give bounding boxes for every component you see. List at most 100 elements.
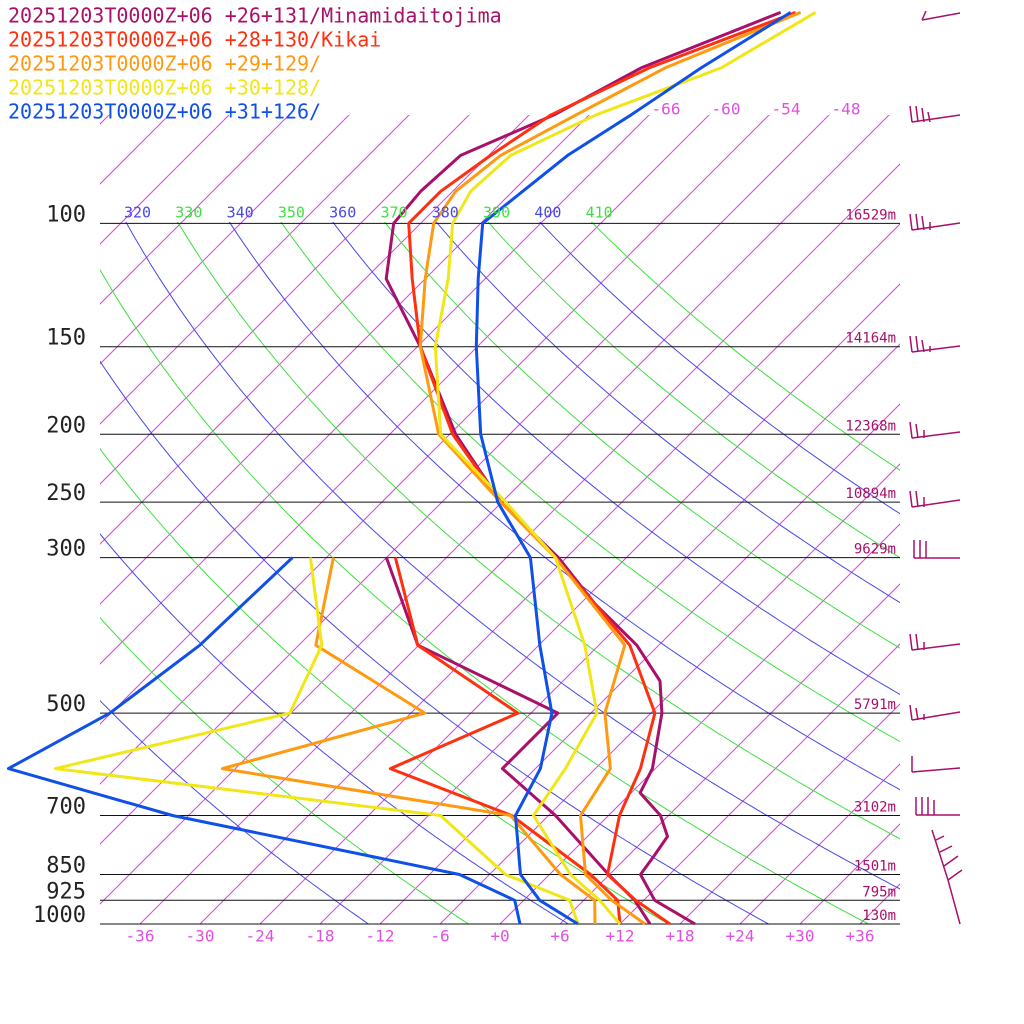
- wind-barbs: [909, 10, 963, 925]
- isotherm: [100, 115, 410, 425]
- isotherm: [859, 883, 900, 924]
- profiles: [6, 10, 817, 926]
- temperature-line: [418, 11, 802, 926]
- isotherm: [0, 0, 104, 924]
- x-tick-label: -24: [246, 927, 275, 946]
- isotherm: [139, 163, 900, 924]
- isotherm-label: -48: [832, 100, 861, 119]
- adiabat-label: 340: [227, 204, 254, 222]
- dry-adiabat: [280, 222, 900, 743]
- pressure-label: 300: [46, 537, 86, 562]
- height-label: 130m: [862, 908, 896, 924]
- dry-adiabat: [100, 699, 369, 924]
- isotherm: [100, 115, 770, 785]
- height-label: 5791m: [854, 697, 896, 713]
- dry-adiabat: [539, 222, 900, 515]
- dry-adiabat: [125, 222, 900, 890]
- height-label: 10894m: [845, 486, 896, 502]
- isotherm-label: -66: [652, 100, 681, 119]
- x-tick-label: -6: [430, 927, 449, 946]
- legend-entry: 20251203T0000Z+06 +29+129/: [8, 52, 321, 76]
- labels: 320 330 340 350 360 370 380 390 400 410 100 16529m 1…: [8, 4, 896, 946]
- legend-entry: 20251203T0000Z+06 +31+126/: [8, 100, 321, 124]
- dry-adiabat: [177, 222, 900, 840]
- height-label: 12368m: [845, 418, 896, 434]
- pressure-label: 700: [46, 794, 86, 819]
- dewpoint-line: [220, 557, 597, 925]
- x-tick-label: -36: [126, 927, 155, 946]
- x-tick-label: +24: [726, 927, 755, 946]
- temperature-line: [474, 11, 792, 926]
- dry-adiabat: [100, 616, 469, 924]
- isotherm-label: -54: [772, 100, 801, 119]
- x-tick-label: -30: [186, 927, 215, 946]
- dry-adiabat: [100, 448, 669, 924]
- isotherm: [679, 703, 900, 924]
- isotherm: [0, 0, 44, 924]
- dry-adiabat: [435, 222, 900, 604]
- x-tick-label: +12: [606, 927, 635, 946]
- isotherm: [439, 463, 900, 924]
- dewpoint-line: [6, 556, 522, 925]
- isotherm: [100, 115, 650, 665]
- isotherm: [100, 115, 290, 305]
- dewpoint-line: [388, 557, 622, 925]
- pressure-label: 150: [46, 326, 86, 351]
- grid: [0, 0, 900, 925]
- dry-adiabat: [100, 360, 769, 924]
- adiabat-label: 390: [483, 204, 510, 222]
- pressure-label: 100: [46, 202, 86, 227]
- pressure-label: 850: [46, 854, 86, 879]
- temperature-line: [407, 10, 797, 926]
- dry-adiabat: [383, 222, 900, 649]
- x-tick-label: +30: [786, 927, 815, 946]
- isotherm: [559, 583, 900, 924]
- isotherm: [100, 115, 830, 845]
- isotherm: [100, 115, 170, 185]
- height-label: 795m: [862, 884, 896, 900]
- isotherm: [100, 115, 230, 245]
- isotherm: [100, 115, 710, 725]
- pressure-label: 200: [46, 413, 86, 438]
- isotherm: [0, 0, 164, 924]
- dry-adiabat: [332, 222, 900, 696]
- pressure-label: 250: [46, 481, 86, 506]
- legend-entry: 20251203T0000Z+06 +28+130/Kikai: [8, 28, 381, 52]
- height-label: 9629m: [854, 542, 896, 558]
- x-tick-label: -12: [366, 927, 395, 946]
- isotherm: [739, 763, 900, 924]
- isotherms: [0, 0, 900, 924]
- pressure-label: 1000: [33, 903, 86, 928]
- x-tick-label: -18: [306, 927, 335, 946]
- legend-entry: 20251203T0000Z+06 +26+131/Minamidaitojim…: [8, 4, 502, 28]
- isotherm: [100, 115, 350, 365]
- adiabat-label: 320: [124, 204, 151, 222]
- dry-adiabat: [100, 533, 569, 924]
- height-label: 3102m: [854, 799, 896, 815]
- x-tick-label: +6: [550, 927, 569, 946]
- adiabat-label: 360: [329, 204, 356, 222]
- isotherm: [100, 115, 890, 905]
- isotherm: [499, 523, 900, 924]
- adiabat-label: 370: [380, 204, 407, 222]
- isotherm: [319, 343, 900, 924]
- legend-entry: 20251203T0000Z+06 +30+128/: [8, 76, 321, 100]
- dewpoint-line: [53, 557, 580, 925]
- adiabat-label: 380: [432, 204, 459, 222]
- x-tick-label: +18: [666, 927, 695, 946]
- x-tick-label: +36: [846, 927, 875, 946]
- isotherm: [259, 283, 900, 924]
- pressure-label: 500: [46, 692, 86, 717]
- isotherm: [100, 115, 470, 485]
- height-label: 1501m: [854, 859, 896, 875]
- isotherm: [799, 823, 900, 924]
- dry-adiabat: [487, 222, 900, 559]
- isotherm: [379, 403, 900, 924]
- temperature-line: [433, 11, 817, 925]
- adiabat-label: 330: [175, 204, 202, 222]
- adiabat-label: 410: [586, 204, 613, 222]
- isotherm: [199, 223, 900, 924]
- height-label: 16529m: [845, 207, 896, 223]
- x-tick-label: +0: [490, 927, 509, 946]
